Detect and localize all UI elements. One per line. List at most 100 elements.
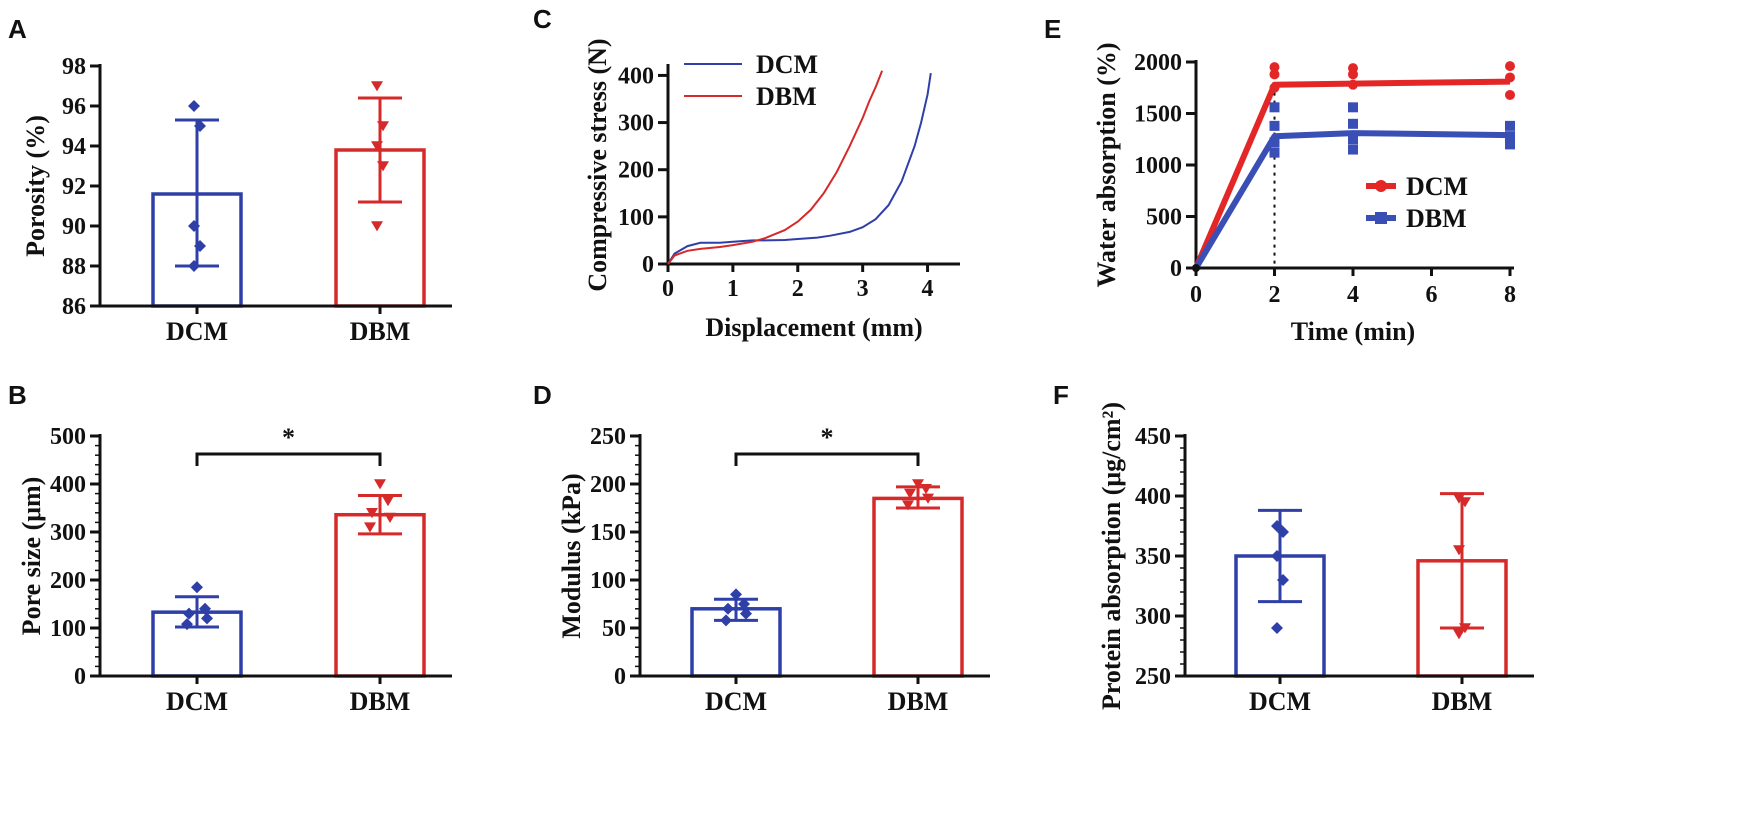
significance-bracket <box>195 452 382 466</box>
y-tick-label: 92 <box>62 174 86 200</box>
data-point <box>1348 144 1358 155</box>
data-point <box>738 598 750 610</box>
series-line-dbm <box>1193 130 1511 270</box>
x-category-label: DBM <box>350 687 411 716</box>
legend-label: DBM <box>756 82 817 111</box>
data-point <box>1505 61 1515 72</box>
data-point <box>1505 120 1515 131</box>
data-point <box>1277 574 1289 586</box>
data-point <box>922 493 934 504</box>
data-point <box>371 81 383 92</box>
y-tick-label: 50 <box>602 616 626 642</box>
x-tick-label: 8 <box>1504 282 1516 308</box>
y-tick-label: 250 <box>1135 664 1171 690</box>
x-tick-label: 2 <box>792 276 804 302</box>
y-axis-title: Compressive stress (N) <box>583 38 612 291</box>
data-point <box>730 588 742 601</box>
x-category-label: DCM <box>1249 687 1311 716</box>
y-tick-label: 400 <box>1135 484 1171 510</box>
panel-e: E 0 2 4 6 8 0 500 1000 1500 2000 Water absorption (… <box>1044 14 1516 346</box>
panel-b: B DCM DBM 0 100 200 300 400 500 Pore size (μm) * <box>8 380 452 716</box>
bar-dbm <box>872 496 964 678</box>
data-point <box>194 120 206 132</box>
y-tick-label: 0 <box>614 664 626 690</box>
x-tick-label: 1 <box>727 276 739 302</box>
significance-star: * <box>821 423 834 452</box>
y-tick-label: 2000 <box>1134 50 1182 76</box>
data-point <box>181 618 193 631</box>
y-tick-label: 100 <box>50 616 86 642</box>
x-tick-label: 6 <box>1426 282 1438 308</box>
data-point <box>1348 134 1358 145</box>
data-point <box>902 500 914 511</box>
panel-letter: B <box>8 380 27 410</box>
x-axis-title: Displacement (mm) <box>705 313 922 342</box>
data-point <box>1348 118 1358 129</box>
y-tick-label: 200 <box>590 472 626 498</box>
data-point <box>371 221 383 232</box>
data-point <box>384 512 396 523</box>
data-point <box>191 581 203 594</box>
data-point <box>920 484 932 495</box>
y-axis-title: Water absorption (%) <box>1092 42 1121 287</box>
bar-dbm <box>334 512 426 678</box>
data-point <box>1459 623 1471 634</box>
data-point <box>1453 545 1465 556</box>
x-axis-title: Time (min) <box>1291 317 1415 346</box>
x-tick-label: 0 <box>1190 282 1202 308</box>
panel-a: A DCM DBM 86 88 90 92 94 96 98 Porosity (%) <box>8 14 452 346</box>
y-tick-label: 94 <box>62 134 86 160</box>
data-point <box>199 602 211 615</box>
data-point <box>183 607 195 620</box>
data-point <box>366 508 378 519</box>
y-tick-label: 300 <box>50 520 86 546</box>
data-point <box>194 240 206 252</box>
y-tick-label: 100 <box>618 205 654 231</box>
legend-label: DCM <box>756 50 818 79</box>
x-category-label: DBM <box>350 317 411 346</box>
x-category-label: DCM <box>705 687 767 716</box>
y-tick-label: 250 <box>590 424 626 450</box>
data-point <box>1505 139 1515 150</box>
y-tick-label: 86 <box>62 294 86 320</box>
data-point <box>377 121 389 132</box>
data-point <box>1269 147 1280 158</box>
x-category-label: DBM <box>1432 687 1493 716</box>
y-tick-label: 1000 <box>1134 153 1182 179</box>
data-point <box>1269 137 1280 148</box>
y-axis-title: Modulus (kPa) <box>557 473 586 638</box>
data-point <box>1505 131 1515 142</box>
y-tick-label: 400 <box>618 63 654 89</box>
y-tick-label: 400 <box>50 472 86 498</box>
series-line-dcm <box>667 72 932 265</box>
data-point <box>1277 526 1289 538</box>
x-category-label: DBM <box>888 687 949 716</box>
data-point <box>1192 264 1200 272</box>
y-tick-label: 90 <box>62 214 86 240</box>
panel-letter: A <box>8 14 27 44</box>
y-tick-label: 450 <box>1135 424 1171 450</box>
y-tick-label: 0 <box>642 252 654 278</box>
panel-letter: C <box>533 4 552 34</box>
data-point <box>1269 82 1280 93</box>
data-point <box>1505 72 1515 83</box>
y-axis-title: Porosity (%) <box>21 115 50 257</box>
data-point <box>1269 69 1280 80</box>
data-point <box>1505 89 1515 100</box>
x-tick-label: 2 <box>1269 282 1281 308</box>
y-tick-label: 88 <box>62 254 86 280</box>
legend-label: DCM <box>1406 172 1468 201</box>
panel-f: F DCM DBM 250 300 350 400 450 Protein absorption… <box>1053 380 1534 716</box>
y-tick-label: 500 <box>50 424 86 450</box>
y-tick-label: 200 <box>50 568 86 594</box>
y-tick-label: 96 <box>62 94 86 120</box>
panel-letter: D <box>533 380 552 410</box>
x-tick-label: 4 <box>922 276 934 302</box>
x-tick-label: 0 <box>662 276 674 302</box>
x-tick-label: 3 <box>857 276 869 302</box>
data-point <box>377 161 389 172</box>
data-point <box>1459 497 1471 508</box>
